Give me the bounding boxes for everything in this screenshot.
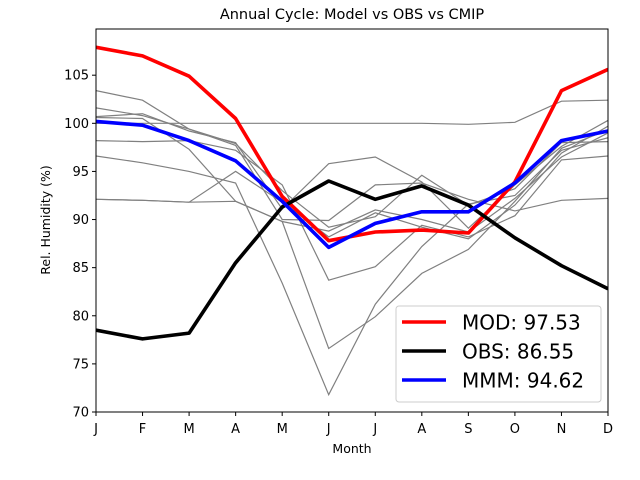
x-tick-label: S	[464, 422, 472, 437]
chart-title: Annual Cycle: Model vs OBS vs CMIP	[220, 7, 485, 23]
legend-box	[395, 305, 602, 403]
y-tick-label: 70	[72, 406, 89, 421]
legend: MOD: 97.53 OBS: 86.55 MMM: 94.62	[395, 305, 602, 403]
x-tick-label: M	[277, 422, 288, 437]
x-tick-label: M	[183, 422, 194, 437]
axes: 70 75 80 85 90 95 100 105 J F M A M J J A S O N D	[64, 28, 613, 437]
ensemble-line-9	[96, 125, 608, 240]
main-series	[96, 45, 608, 341]
x-tick-label: N	[557, 422, 567, 437]
ensemble-members	[96, 90, 608, 397]
x-axis-label: Month	[332, 441, 371, 456]
y-tick-label: 80	[72, 309, 89, 324]
ensemble-line-6	[96, 139, 608, 281]
y-axis-label: Rel. Humidity (%)	[38, 165, 53, 275]
y-tick-label: 95	[72, 165, 89, 180]
x-tick-label: J	[326, 422, 331, 437]
x-tick-label: O	[510, 422, 520, 437]
y-tick-label: 105	[64, 69, 89, 84]
x-tick-label: A	[231, 422, 240, 437]
obs-line	[96, 179, 608, 341]
x-tick-label: J	[372, 422, 377, 437]
legend-label-obs: OBS: 86.55	[462, 340, 574, 364]
ensemble-line-4	[96, 116, 608, 233]
ensemble-line-3	[96, 113, 608, 230]
mmm-line	[96, 119, 608, 250]
x-tick-label: F	[139, 422, 146, 437]
y-tick-label: 100	[64, 117, 89, 132]
ensemble-line-1	[96, 90, 608, 228]
legend-label-mod: MOD: 97.53	[462, 311, 581, 335]
ensemble-line-2	[96, 107, 608, 222]
x-tick-label: D	[603, 422, 613, 437]
x-tick-label: A	[417, 422, 426, 437]
y-tick-label: 85	[72, 261, 89, 276]
y-tick-label: 75	[72, 357, 89, 372]
plot-frame	[95, 28, 609, 413]
ensemble-line-5	[96, 99, 608, 125]
legend-label-mmm: MMM: 94.62	[462, 369, 584, 393]
y-tick-label: 90	[72, 213, 89, 228]
x-tick-label: J	[93, 422, 98, 437]
ensemble-line-7	[96, 137, 608, 397]
